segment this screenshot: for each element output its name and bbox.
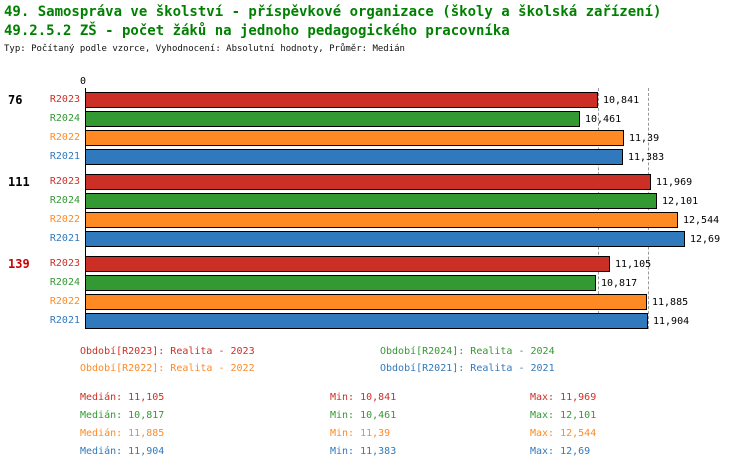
bar-R2022 [85, 130, 624, 146]
bar-R2023 [85, 256, 610, 272]
bar-R2024 [85, 193, 657, 209]
series-label-R2022: R2022 [49, 132, 80, 143]
stat-median-R2023: Medián: 11,105 [80, 392, 165, 403]
chart-meta-line: Typ: Počítaný podle vzorce, Vyhodnocení:… [4, 44, 405, 54]
stat-median-R2022: Medián: 11,885 [80, 428, 165, 439]
bar-value-label: 11,39 [629, 133, 660, 144]
chart-title-line1: 49. Samospráva ve školství - příspěvkové… [4, 4, 662, 20]
bar-R2022 [85, 212, 678, 228]
bar-R2022 [85, 294, 647, 310]
bar-value-label: 11,885 [652, 297, 689, 308]
bar-R2021 [85, 149, 623, 165]
stat-max-R2021: Max: 12,69 [530, 446, 591, 457]
bar-value-label: 11,383 [628, 152, 665, 163]
series-label-R2024: R2024 [49, 195, 80, 206]
stat-max-R2023: Max: 11,969 [530, 392, 597, 403]
group-label: 76 [8, 93, 23, 107]
stat-max-R2022: Max: 12,544 [530, 428, 597, 439]
stat-min-R2022: Min: 11,39 [330, 428, 391, 439]
bar-value-label: 11,969 [656, 177, 693, 188]
series-label-R2024: R2024 [49, 277, 80, 288]
bar-value-label: 12,544 [683, 215, 720, 226]
bar-value-label: 11,105 [615, 259, 652, 270]
stats-table: Medián: 11,105 Min: 10,841 Max: 11,969 Medi… [80, 392, 740, 472]
stat-min-R2021: Min: 11,383 [330, 446, 397, 457]
bar-R2024 [85, 275, 596, 291]
bar-R2023 [85, 174, 651, 190]
legend-item-R2024: Období[R2024]: Realita - 2024 [380, 346, 555, 357]
series-label-R2022: R2022 [49, 296, 80, 307]
stat-min-R2023: Min: 10,841 [330, 392, 397, 403]
stat-min-R2024: Min: 10,461 [330, 410, 397, 421]
series-label-R2021: R2021 [49, 233, 80, 244]
series-label-R2023: R2023 [49, 258, 80, 269]
chart-title-line2: 49.2.5.2 ZŠ - počet žáků na jednoho peda… [4, 23, 510, 39]
axis-zero-label: 0 [80, 76, 87, 87]
bar-value-label: 10,817 [601, 278, 638, 289]
bar-plot-area: 0 76 R2023 10,841 R2024 10,461 R2022 11,39 R2021… [0, 70, 750, 334]
legend-item-R2023: Období[R2023]: Realita - 2023 [80, 346, 255, 357]
stat-median-R2024: Medián: 10,817 [80, 410, 165, 421]
series-label-R2021: R2021 [49, 151, 80, 162]
series-label-R2021: R2021 [49, 315, 80, 326]
legend-item-R2021: Období[R2021]: Realita - 2021 [380, 363, 555, 374]
stat-median-R2021: Medián: 11,904 [80, 446, 165, 457]
stat-max-R2024: Max: 12,101 [530, 410, 597, 421]
bar-R2024 [85, 111, 580, 127]
bar-value-label: 12,101 [662, 196, 699, 207]
series-label-R2022: R2022 [49, 214, 80, 225]
series-label-R2024: R2024 [49, 113, 80, 124]
bar-value-label: 11,904 [653, 316, 690, 327]
bar-R2023 [85, 92, 598, 108]
group-label: 139 [8, 257, 30, 271]
bar-R2021 [85, 231, 685, 247]
bar-R2021 [85, 313, 648, 329]
series-label-R2023: R2023 [49, 94, 80, 105]
legend: Období[R2023]: Realita - 2023 Období[R202… [80, 346, 740, 384]
series-label-R2023: R2023 [49, 176, 80, 187]
group-label: 111 [8, 175, 30, 189]
bar-value-label: 12,69 [690, 234, 721, 245]
bar-value-label: 10,461 [585, 114, 622, 125]
legend-item-R2022: Období[R2022]: Realita - 2022 [80, 363, 255, 374]
bar-value-label: 10,841 [603, 95, 640, 106]
